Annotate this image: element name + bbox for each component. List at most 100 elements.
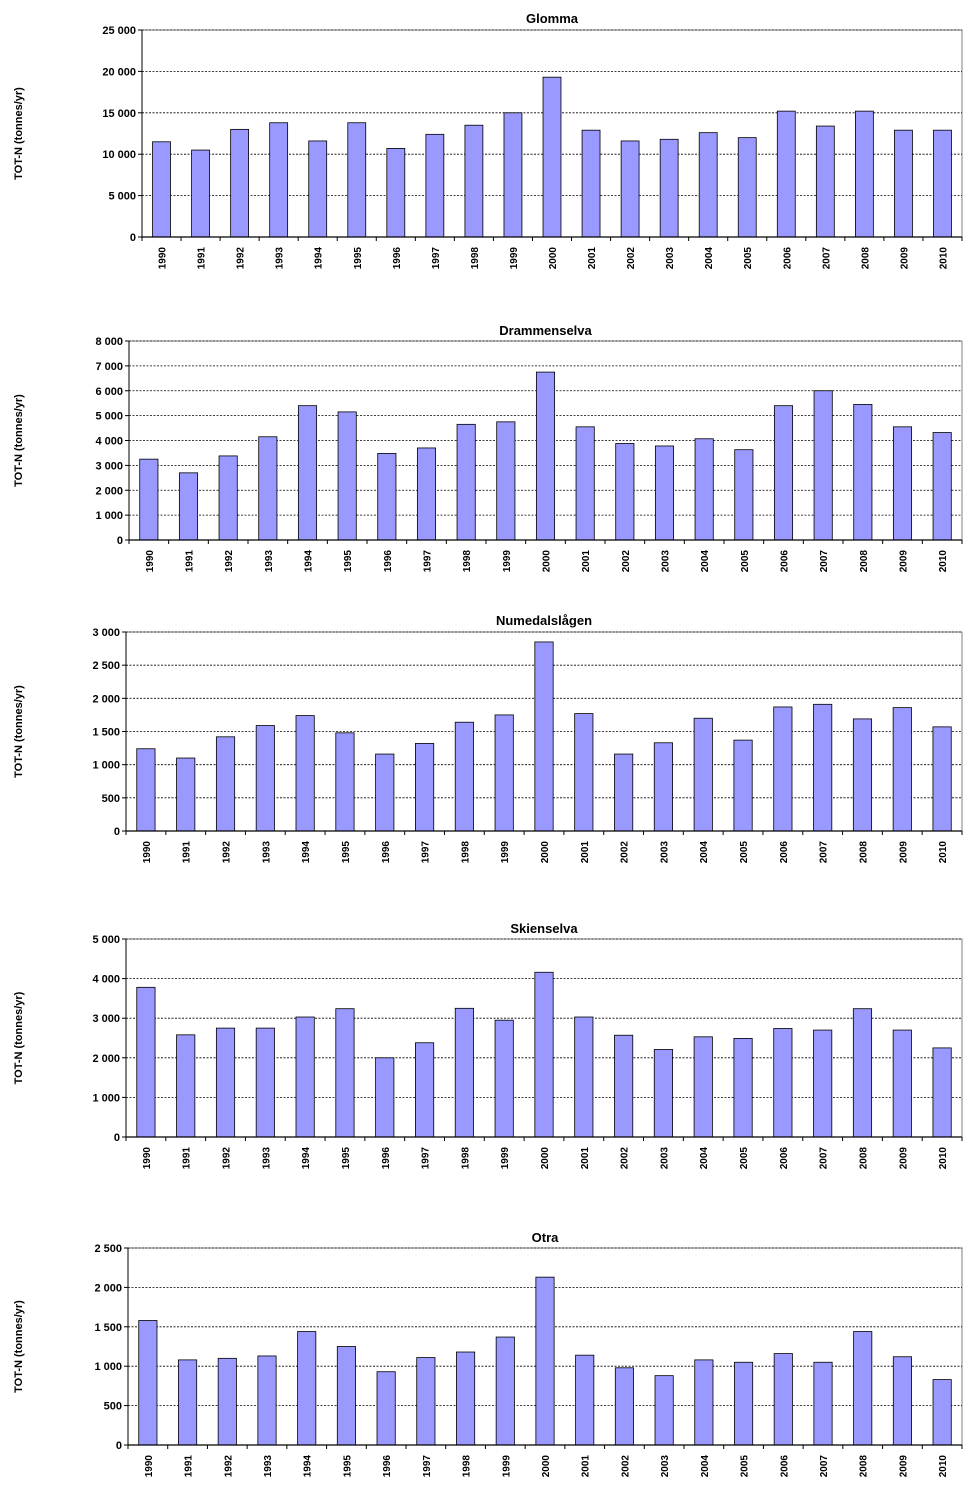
bar-2008 xyxy=(853,1331,873,1446)
x-tick-label: 2009 xyxy=(898,1455,909,1478)
bar-1993 xyxy=(258,436,278,541)
x-tick-label: 1990 xyxy=(145,550,156,573)
x-tick-label: 2004 xyxy=(699,1147,710,1170)
bar-2001 xyxy=(574,713,594,832)
x-tick-label: 2005 xyxy=(739,841,750,864)
x-tick-label: 1993 xyxy=(261,841,272,864)
x-tick-label: 2010 xyxy=(938,1455,949,1478)
bar-1991 xyxy=(178,1359,198,1446)
bar-1998 xyxy=(454,721,474,832)
y-tick-label: 5 000 xyxy=(92,934,120,946)
x-tick-label: 1993 xyxy=(275,247,286,270)
bar-1992 xyxy=(215,1027,236,1138)
chart-title: Skienselva xyxy=(510,921,578,936)
x-tick-label: 1990 xyxy=(142,841,153,864)
x-tick-label: 1995 xyxy=(342,1455,353,1478)
x-tick-label: 2002 xyxy=(620,841,631,864)
x-tick-label: 1990 xyxy=(142,1147,153,1170)
x-tick-label: 2002 xyxy=(620,1147,631,1170)
bar-1994 xyxy=(295,1016,315,1138)
x-tick-label: 1990 xyxy=(144,1455,155,1478)
x-tick-label: 1996 xyxy=(382,1455,393,1478)
x-tick-label: 2004 xyxy=(700,1455,711,1478)
x-tick-label: 1997 xyxy=(423,550,434,573)
y-tick-label: 0 xyxy=(116,1440,122,1452)
x-tick-label: 1994 xyxy=(301,1147,312,1170)
bar-2005 xyxy=(734,449,754,541)
bar-2000 xyxy=(542,76,562,238)
bar-2008 xyxy=(852,1008,873,1138)
bar-1994 xyxy=(297,405,318,541)
bar-1991 xyxy=(191,149,210,238)
bar-1994 xyxy=(297,1331,317,1446)
y-tick-label: 15 000 xyxy=(102,108,136,120)
chart-panel-5: 0 500 1 000 1 500 2 000 2 500 1990 1991 1992 1993… xyxy=(13,1230,963,1478)
x-tick-label: 1995 xyxy=(343,550,354,573)
y-tick-label: 3 000 xyxy=(95,460,123,472)
x-tick-label: 2005 xyxy=(739,1147,750,1170)
y-tick-label: 2 500 xyxy=(92,660,120,672)
bar-2004 xyxy=(698,132,718,238)
y-tick-label: 500 xyxy=(104,1401,122,1413)
bar-2009 xyxy=(892,1029,912,1138)
x-tick-label: 1996 xyxy=(383,550,394,573)
x-tick-label: 1997 xyxy=(421,841,432,864)
x-tick-label: 1995 xyxy=(353,247,364,270)
bar-2005 xyxy=(733,1037,753,1138)
bar-2006 xyxy=(773,706,793,832)
x-tick-label: 2000 xyxy=(542,550,553,573)
x-tick-label: 2005 xyxy=(740,550,751,573)
x-tick-label: 2008 xyxy=(859,550,870,573)
y-tick-label: 5 000 xyxy=(108,191,136,203)
bar-2000 xyxy=(535,371,556,541)
y-tick-label: 1 500 xyxy=(94,1322,122,1334)
x-tick-label: 2004 xyxy=(699,841,710,864)
x-tick-label: 1991 xyxy=(197,247,208,270)
y-tick-label: 10 000 xyxy=(102,149,136,161)
bar-2009 xyxy=(892,707,912,832)
y-tick-label: 5 000 xyxy=(95,411,123,423)
bar-1997 xyxy=(415,743,435,832)
x-tick-label: 2003 xyxy=(661,550,672,573)
bar-2006 xyxy=(773,1353,793,1446)
x-tick-label: 1997 xyxy=(421,1147,432,1170)
y-tick-label: 2 500 xyxy=(94,1243,122,1255)
x-tick-label: 2006 xyxy=(779,1147,790,1170)
y-tick-label: 3 000 xyxy=(92,627,120,639)
bar-2001 xyxy=(575,426,595,541)
x-tick-label: 1999 xyxy=(502,550,513,573)
x-tick-label: 1993 xyxy=(263,1455,274,1478)
y-tick-label: 500 xyxy=(102,793,120,805)
bar-1996 xyxy=(386,148,406,238)
bar-2002 xyxy=(615,443,635,541)
bar-1992 xyxy=(217,1357,237,1446)
bar-2002 xyxy=(614,753,634,832)
bar-1995 xyxy=(337,411,357,541)
x-tick-label: 2000 xyxy=(540,841,551,864)
y-tick-label: 0 xyxy=(114,826,120,838)
y-tick-label: 2 000 xyxy=(94,1282,122,1294)
x-tick-label: 1992 xyxy=(222,841,233,864)
bar-1990 xyxy=(139,458,159,541)
x-tick-label: 2001 xyxy=(587,247,598,270)
y-tick-label: 8 000 xyxy=(95,336,123,348)
chart-title: Drammenselva xyxy=(499,323,592,338)
x-tick-label: 1998 xyxy=(462,550,473,573)
bar-2004 xyxy=(694,1359,714,1446)
chart-title: Otra xyxy=(532,1230,560,1245)
x-tick-label: 2005 xyxy=(743,247,754,270)
x-tick-label: 2008 xyxy=(858,841,869,864)
bar-2007 xyxy=(813,703,833,832)
x-tick-label: 2003 xyxy=(665,247,676,270)
bar-2005 xyxy=(737,137,757,238)
x-tick-label: 2002 xyxy=(620,1455,631,1478)
bar-1995 xyxy=(335,732,355,832)
bar-1993 xyxy=(269,122,289,238)
y-tick-label: 0 xyxy=(117,535,123,547)
bar-2006 xyxy=(776,110,796,238)
bar-2002 xyxy=(620,140,640,238)
bar-1995 xyxy=(335,1008,355,1138)
y-axis-label: TOT-N (tonnes/yr) xyxy=(13,991,25,1084)
x-tick-label: 1993 xyxy=(261,1147,272,1170)
bar-2008 xyxy=(853,404,873,541)
